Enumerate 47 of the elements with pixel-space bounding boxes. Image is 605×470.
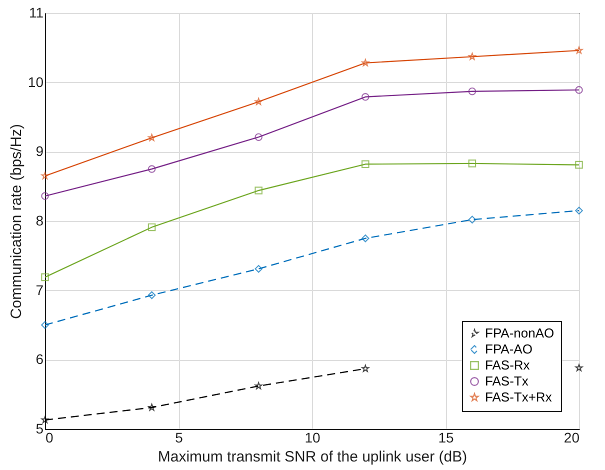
point: [362, 59, 370, 66]
point: [148, 165, 156, 173]
point: [575, 86, 583, 94]
x-tick-label: 20: [564, 430, 580, 446]
point: [41, 172, 49, 180]
legend-label: FPA-AO: [485, 342, 532, 356]
point: [41, 192, 49, 200]
point: [41, 273, 49, 282]
point: [41, 321, 49, 329]
point: [361, 92, 370, 101]
point: [41, 416, 49, 424]
point: [254, 264, 263, 273]
point: [148, 291, 156, 300]
y-tick-label: 6: [36, 351, 44, 368]
y-axis-title: Communication rate (bps/Hz): [8, 124, 25, 320]
point: [468, 52, 476, 60]
x-tick-label: 0: [46, 430, 54, 446]
point: [575, 160, 583, 169]
point: [148, 404, 156, 411]
y-tick-label: 7: [36, 282, 44, 298]
y-tick-label: 9: [36, 143, 44, 160]
y-tick-label: 11: [28, 4, 44, 20]
legend-label: FAS-Tx+Rx: [485, 390, 552, 404]
point: [254, 186, 263, 194]
legend-label: FAS-Rx: [485, 358, 530, 372]
point: [254, 98, 262, 106]
x-tick-label: 15: [438, 430, 454, 446]
point: [575, 364, 583, 372]
legend-label: FPA-nonAO: [485, 326, 554, 340]
point: [575, 46, 583, 54]
point: [361, 234, 370, 242]
y-tick-label: 8: [36, 212, 44, 228]
point: [468, 160, 476, 168]
point: [148, 134, 156, 142]
point: [468, 216, 476, 224]
x-tick-label: 10: [304, 430, 320, 446]
point: [575, 206, 583, 215]
point: [254, 133, 263, 142]
y-tick-label: 10: [28, 74, 44, 90]
legend-label: FAS-Tx: [485, 374, 529, 388]
x-axis-title: Maximum transmit SNR of the uplink user (dB): [158, 448, 468, 466]
point: [254, 382, 262, 390]
point: [148, 223, 156, 232]
x-tick-label: 5: [175, 430, 184, 446]
point: [362, 364, 370, 372]
point: [361, 160, 370, 168]
point: [468, 87, 476, 96]
